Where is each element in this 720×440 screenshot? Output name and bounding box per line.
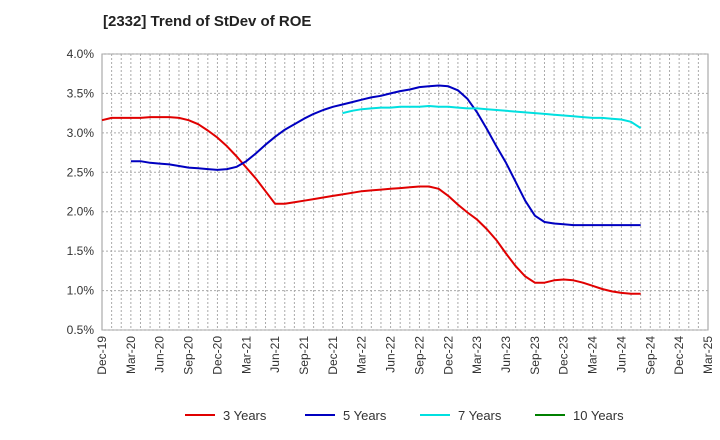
y-tick-label: 3.5% [67,86,95,100]
x-tick-label: Mar-20 [124,336,138,374]
y-tick-label: 3.0% [67,126,95,140]
x-tick-label: Mar-23 [470,336,484,374]
x-tick-label: Dec-24 [672,336,686,375]
x-tick-label: Sep-20 [182,336,196,375]
x-axis-ticks: Dec-19 Mar-20 Jun-20 Sep-20 Dec-20 Mar-21 Jun-… [95,336,715,375]
y-tick-label: 1.5% [67,244,95,258]
x-tick-label: Mar-21 [239,336,253,374]
legend-label: 10 Years [573,408,624,423]
series-lines [101,84,642,295]
y-tick-label: 0.5% [67,323,95,337]
x-tick-label: Dec-22 [441,336,455,375]
x-tick-label: Jun-24 [614,336,628,373]
legend-label: 7 Years [458,408,502,423]
chart-title: [2332] Trend of StDev of ROE [103,13,311,30]
x-tick-label: Sep-23 [528,336,542,375]
series-line-2 [342,105,642,129]
y-tick-label: 1.0% [67,284,95,298]
series-line-0 [101,116,641,295]
x-tick-label: Dec-23 [557,336,571,375]
y-tick-label: 2.5% [67,165,95,179]
y-axis-ticks: 4.0% 3.5% 3.0% 2.5% 2.0% 1.5% 1.0% 0.5% [67,47,95,337]
x-tick-label: Sep-21 [297,336,311,375]
x-tick-label: Mar-24 [586,336,600,374]
legend-label: 5 Years [343,408,387,423]
x-tick-label: Dec-21 [326,336,340,375]
x-tick-label: Jun-22 [384,336,398,373]
x-tick-label: Jun-20 [153,336,167,373]
x-tick-label: Sep-22 [412,336,426,375]
plot-frame [101,53,709,331]
x-tick-label: Jun-21 [268,336,282,373]
plot-area [101,53,709,331]
legend-label: 3 Years [223,408,267,423]
x-tick-label: Jun-23 [499,336,513,373]
legend: 3 Years 5 Years 7 Years 10 Years [185,408,624,423]
x-tick-label: Sep-24 [643,336,657,375]
x-tick-label: Dec-20 [210,336,224,375]
x-tick-label: Mar-25 [701,336,715,374]
series-line-1 [130,84,641,227]
x-tick-label: Mar-22 [355,336,369,374]
y-tick-label: 2.0% [67,205,95,219]
x-tick-label: Dec-19 [95,336,109,375]
gridlines [102,53,708,331]
y-tick-label: 4.0% [67,47,95,61]
